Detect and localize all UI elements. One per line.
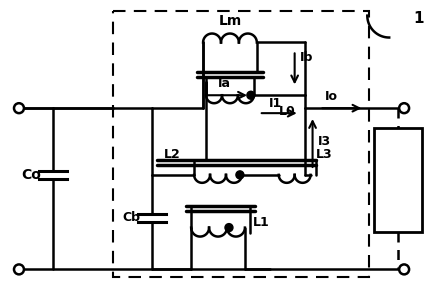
Circle shape (14, 264, 24, 274)
Text: L1: L1 (253, 216, 270, 229)
Text: Ia: Ia (218, 77, 231, 90)
Circle shape (399, 264, 409, 274)
Text: Co: Co (21, 168, 41, 182)
Circle shape (236, 171, 244, 179)
Text: I3: I3 (318, 135, 330, 148)
Text: Io: Io (325, 90, 338, 103)
Text: L2: L2 (164, 148, 181, 162)
Text: 负载: 负载 (390, 173, 407, 187)
Text: L3: L3 (315, 148, 332, 162)
Circle shape (247, 91, 255, 99)
Text: 1: 1 (414, 11, 424, 26)
Circle shape (14, 103, 24, 113)
Text: I1: I1 (269, 97, 282, 110)
Circle shape (225, 224, 233, 232)
Bar (374, 128, 422, 232)
Text: Cb: Cb (122, 211, 140, 224)
Circle shape (399, 103, 409, 113)
Text: L0: L0 (279, 105, 295, 118)
Text: Ib: Ib (299, 51, 313, 64)
Text: Lm: Lm (218, 14, 241, 28)
